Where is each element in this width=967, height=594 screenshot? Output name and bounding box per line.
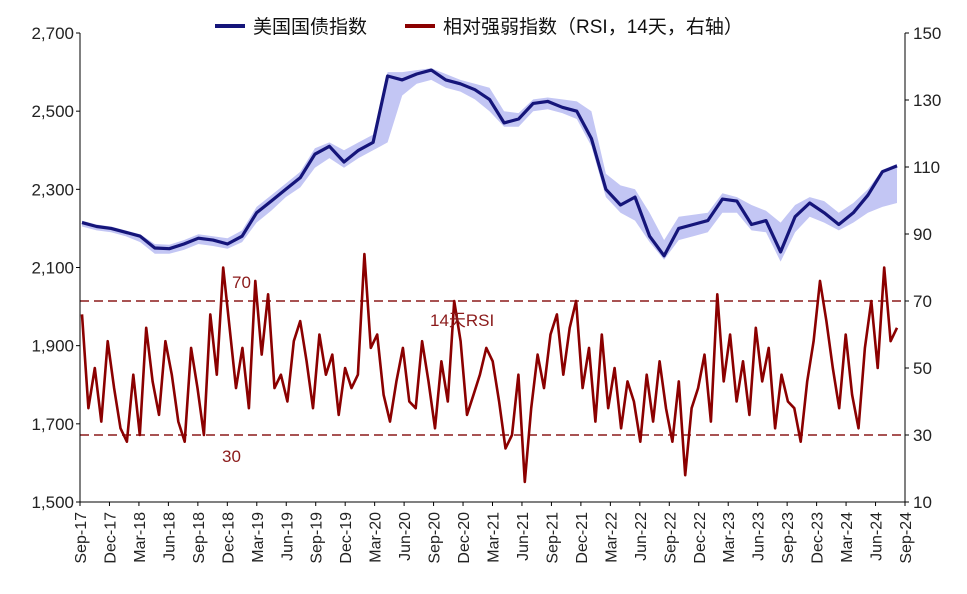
right-tick-label: 30: [913, 426, 932, 445]
x-tick-label: Dec-18: [220, 512, 237, 564]
x-tick-label: Jun-23: [751, 512, 768, 561]
x-tick-label: Jun-21: [515, 512, 532, 561]
x-tick-label: Jun-18: [161, 512, 178, 561]
left-tick-label: 1,700: [31, 415, 74, 434]
rsi-line: [80, 252, 899, 484]
legend-swatch-rsi: [405, 23, 436, 28]
right-tick-label: 150: [913, 24, 941, 43]
bond-band: [82, 68, 897, 262]
x-tick-label: Sep-23: [780, 512, 797, 564]
x-tick-label: Mar-21: [486, 512, 503, 563]
legend-item-bond-index: 美国国债指数: [215, 12, 367, 39]
left-tick-label: 2,100: [31, 259, 74, 278]
right-tick-label: 70: [913, 292, 932, 311]
left-tick-label: 2,500: [31, 102, 74, 121]
left-tick-label: 2,700: [31, 24, 74, 43]
labels: 70 30 14天RSI: [222, 273, 494, 466]
left-tick-label: 1,500: [31, 493, 74, 512]
x-tick-label: Dec-23: [810, 512, 827, 564]
right-tick-label: 130: [913, 91, 941, 110]
x-tick-label: Jun-19: [279, 512, 296, 561]
x-tick-label: Jun-20: [397, 512, 414, 561]
right-tick-label: 10: [913, 493, 932, 512]
x-tick-label: Dec-20: [456, 512, 473, 564]
x-tick-label: Dec-22: [692, 512, 709, 564]
bond-index-line: [81, 68, 898, 258]
legend-label-rsi: 相对强弱指数（RSI，14天，右轴）: [443, 17, 743, 38]
left-tick-label: 2,300: [31, 180, 74, 199]
legend-label-bond-index: 美国国债指数: [253, 17, 368, 38]
x-tick-label: Jun-22: [633, 512, 650, 561]
x-tick-label: Dec-21: [574, 512, 591, 564]
x-tick-label: Sep-22: [662, 512, 679, 564]
x-tick-label: Mar-19: [250, 512, 267, 563]
reference-lines: [80, 300, 905, 436]
left-tick-label: 1,900: [31, 337, 74, 356]
x-tick-label: Sep-20: [427, 512, 444, 564]
right-tick-label: 50: [913, 359, 932, 378]
right-tick-label: 90: [913, 225, 932, 244]
x-tick-label: Jun-24: [869, 512, 886, 561]
annotation-lower: 30: [222, 447, 241, 466]
rsi-layer: [80, 252, 899, 484]
x-tick-label: Mar-23: [721, 512, 738, 563]
legend: 美国国债指数 相对强弱指数（RSI，14天，右轴）: [215, 12, 743, 39]
bond-layer: [81, 68, 898, 258]
annotation-rsi-label: 14天RSI: [430, 311, 494, 330]
x-tick-label: Sep-18: [191, 512, 208, 564]
x-tick-label: Sep-17: [73, 512, 90, 564]
legend-swatch-bond-index: [215, 23, 245, 28]
axes: 1,500 1,700 1,900 2,100 2,300 2,500 2,700 10 30 5…: [31, 24, 941, 564]
x-tick-label: Sep-21: [544, 512, 561, 564]
band-layer: [82, 68, 897, 262]
x-tick-label: Mar-24: [839, 512, 856, 563]
x-tick-label: Sep-19: [309, 512, 326, 564]
x-tick-label: Mar-18: [132, 512, 149, 563]
x-tick-label: Mar-22: [603, 512, 620, 563]
annotation-upper: 70: [232, 273, 251, 292]
x-tick-label: Sep-24: [898, 512, 915, 564]
x-tick-label: Dec-17: [102, 512, 119, 564]
x-tick-label: Dec-19: [338, 512, 355, 564]
right-tick-label: 110: [913, 158, 940, 177]
x-tick-label: Mar-20: [368, 512, 385, 563]
legend-item-rsi: 相对强弱指数（RSI，14天，右轴）: [405, 12, 743, 39]
